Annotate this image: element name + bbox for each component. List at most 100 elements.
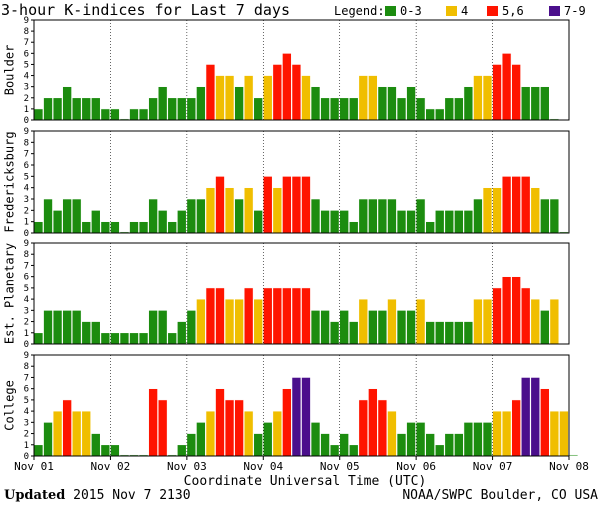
bar [434,108,445,121]
legend-swatch-0-3 [385,6,396,16]
bar [396,210,407,234]
bar [177,210,187,234]
bar [224,298,235,345]
bar [91,210,101,234]
bar [52,210,63,234]
bar [434,210,445,234]
bar [234,298,244,345]
x-tick-label: Nov 02 [91,460,131,473]
bar [377,198,388,234]
bar [205,287,216,345]
updated-timestamp: Updated 2015 Nov 7 2130 [4,488,191,503]
bar [224,399,235,457]
panels: Boulder0123456789Fredericksburg012345678… [3,16,579,462]
bar [157,210,168,234]
bar [310,86,321,121]
y-tick-label: 3 [24,418,29,428]
bar [224,75,235,121]
bar [110,332,120,345]
bar [454,97,464,121]
legend-item-5-6: 5,6 [502,4,524,18]
bar [501,410,512,457]
bar [425,221,435,234]
bar [482,298,493,345]
bar [482,187,493,234]
y-tick-label: 3 [24,83,29,93]
bar [157,310,168,345]
series-label: Boulder [3,45,17,96]
y-tick-label: 4 [24,295,29,305]
bar [434,444,445,457]
bar [129,332,139,345]
bar [492,410,502,457]
bar [272,410,283,457]
bar [520,287,531,345]
bar [205,64,216,121]
bar [243,410,254,457]
bar [262,287,273,345]
bar [406,86,416,121]
bar [43,422,53,457]
bar [530,377,541,457]
y-tick-label: 3 [24,306,29,316]
legend: Legend: 0-3 4 5,6 7-9 [334,4,586,18]
chart-title: 3-hour K-indices for Last 7 days [1,1,290,19]
bar [320,310,330,345]
bar [425,321,435,345]
bar [568,454,579,457]
y-tick-label: 1 [24,441,29,451]
bar [62,86,72,121]
y-tick-label: 0 [24,452,29,462]
bar [215,388,225,457]
x-tick-label: Nov 07 [473,460,513,473]
bar [186,198,197,234]
bar [511,176,521,234]
bar [444,97,455,121]
bar [368,75,378,121]
bar [540,86,550,121]
bar [215,75,225,121]
bar [157,399,168,457]
bar [501,53,512,121]
bar [396,433,407,457]
bar [253,210,263,234]
bar [81,97,92,121]
bar [62,399,72,457]
y-tick-label: 5 [24,172,29,182]
panel-frame [33,130,570,234]
bar [415,97,426,121]
x-tick-label: Nov 04 [243,460,283,473]
bar [243,75,254,121]
bar [43,97,53,121]
x-tick-label: Nov 03 [167,460,207,473]
bar [167,97,177,121]
bar [43,198,53,234]
y-tick-label: 5 [24,284,29,294]
bar [454,433,464,457]
bar [91,321,101,345]
bar [368,198,378,234]
bar [310,422,321,457]
y-tick-label: 4 [24,184,29,194]
y-tick-label: 8 [24,138,29,148]
bar [186,310,197,345]
bar [530,86,541,121]
bar [501,276,512,345]
bar [501,176,512,234]
bar [148,97,158,121]
bar [406,422,416,457]
bar [91,433,101,457]
y-tick-label: 9 [24,239,29,249]
bar [196,198,206,234]
bar [167,221,177,234]
y-tick-label: 1 [24,218,29,228]
y-tick-label: 2 [24,206,29,216]
bar [234,399,244,457]
bar [205,410,216,457]
y-tick-label: 5 [24,60,29,70]
bar [463,422,474,457]
bar [387,86,397,121]
bar [253,298,263,345]
bar [71,198,82,234]
